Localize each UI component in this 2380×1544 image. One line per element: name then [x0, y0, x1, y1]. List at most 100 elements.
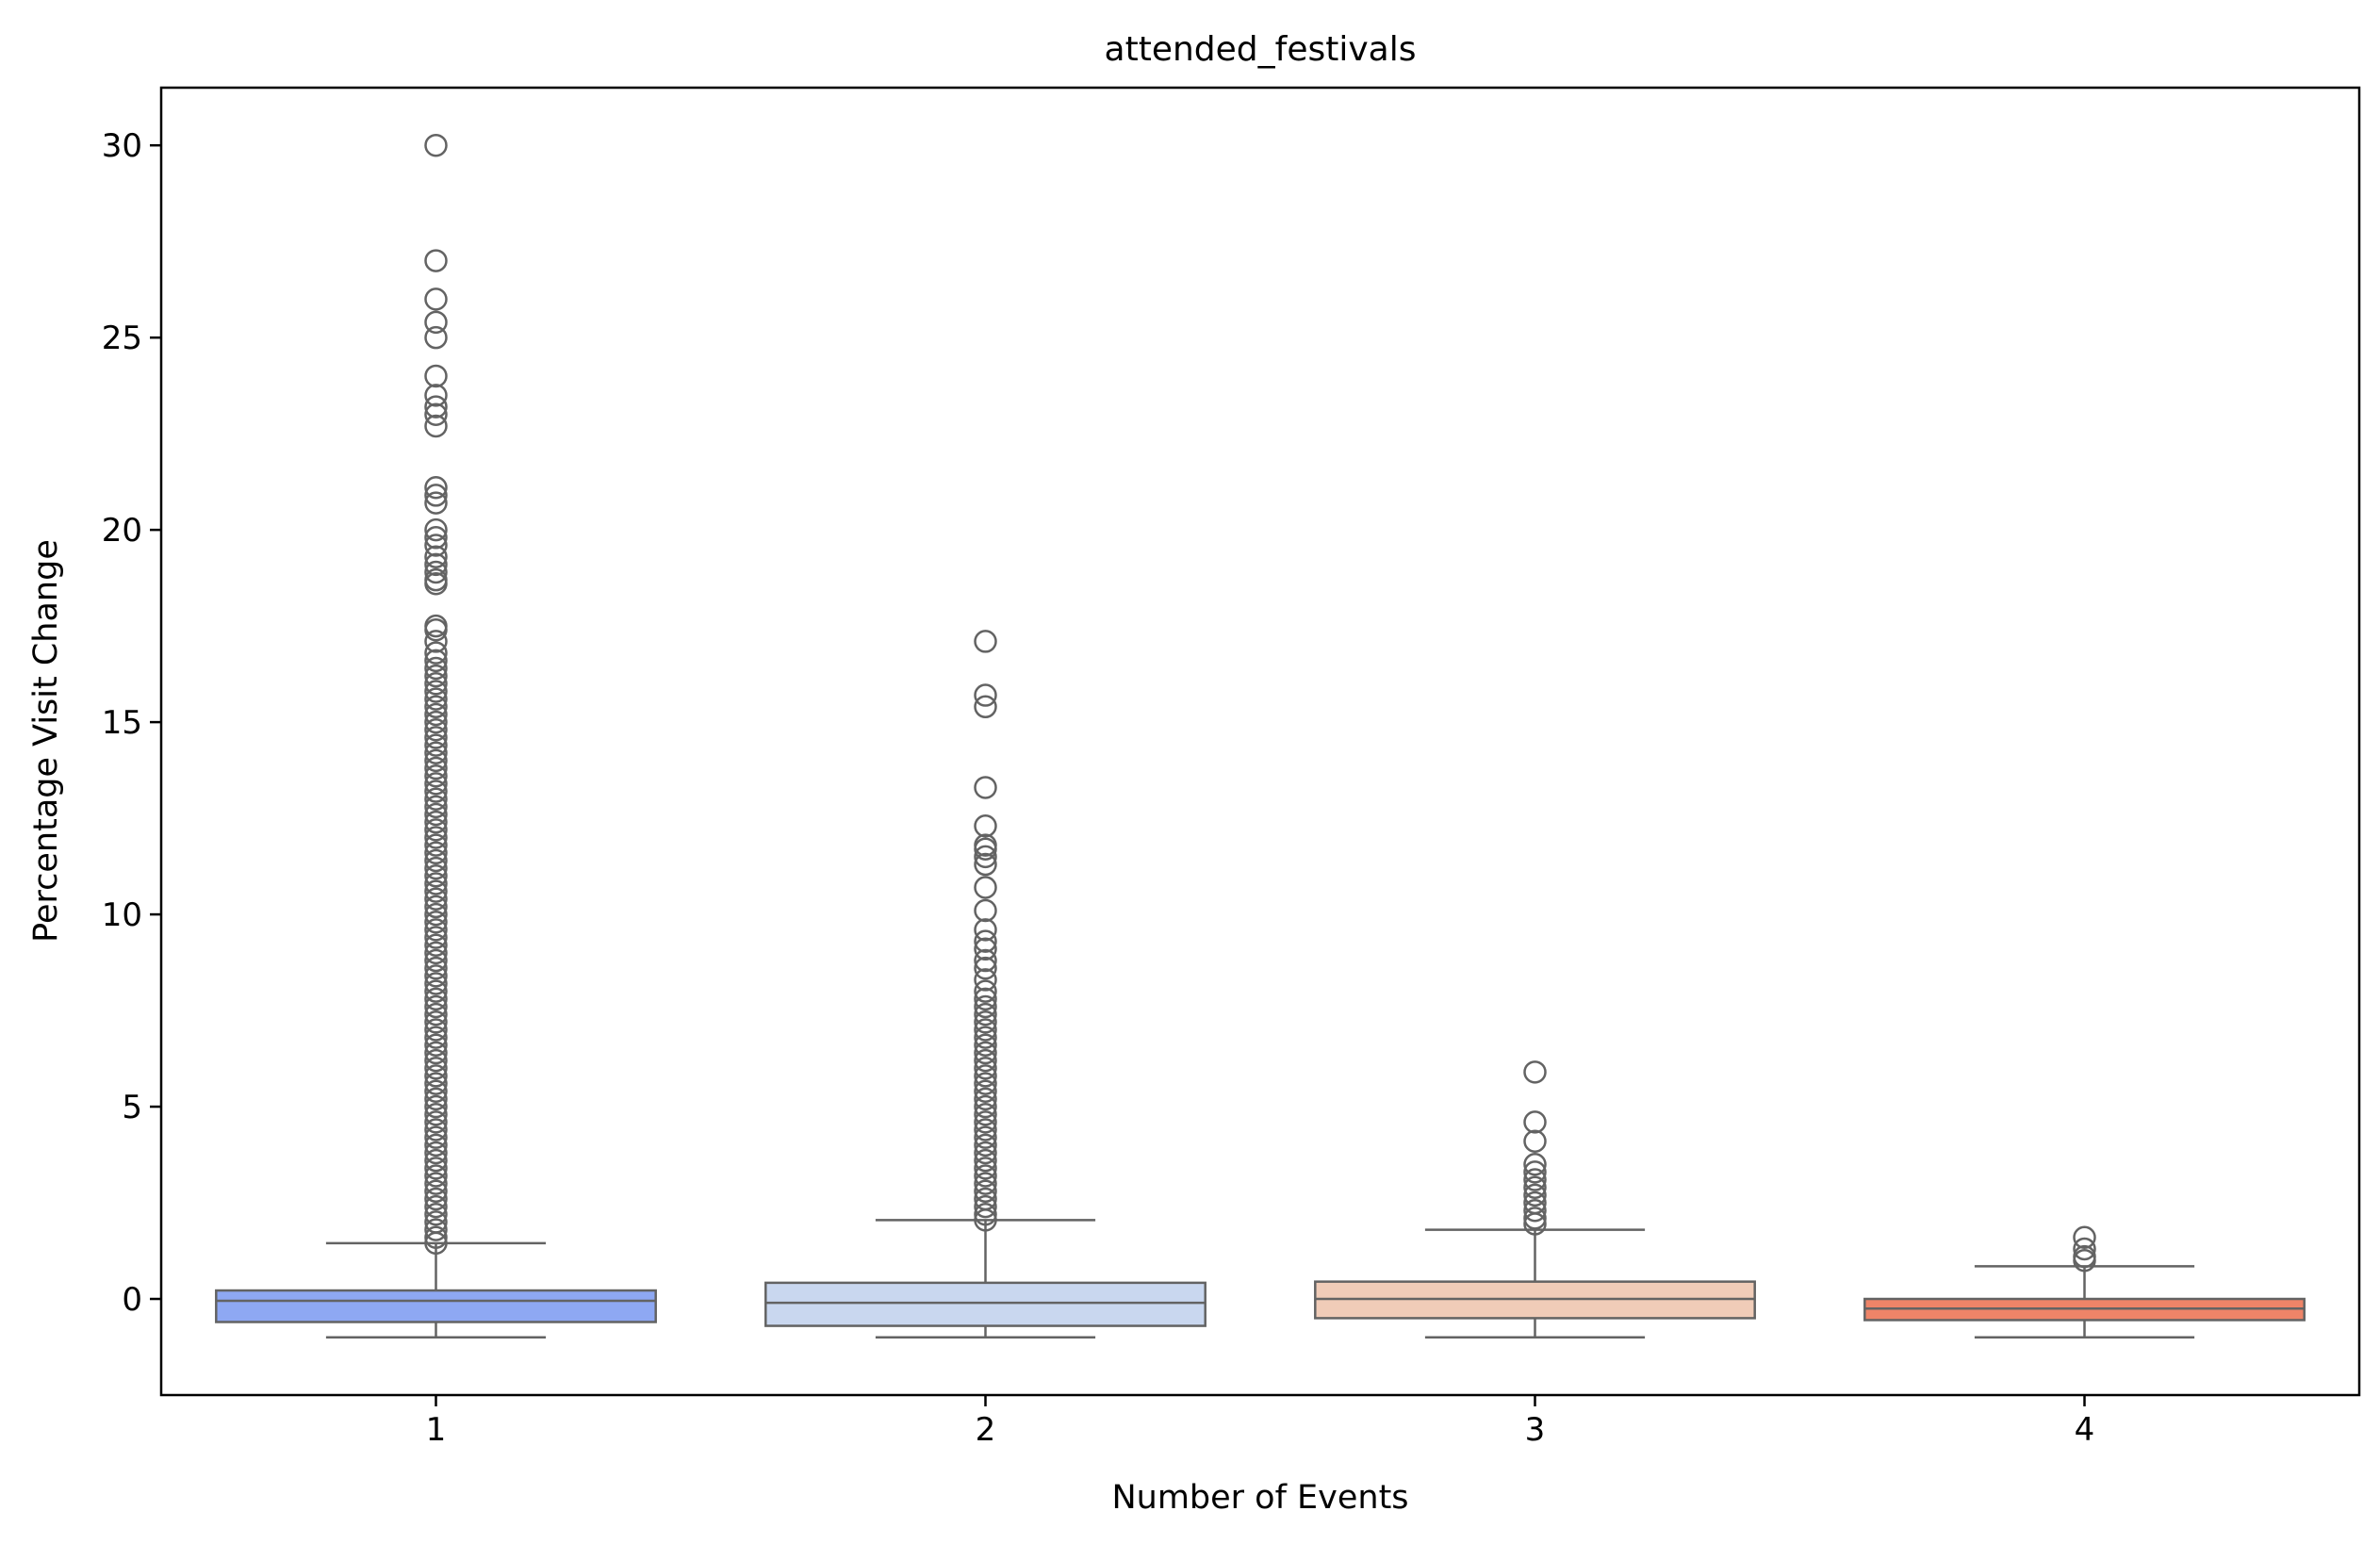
- outlier-point: [424, 133, 448, 157]
- outlier-point: [974, 918, 997, 942]
- outlier-point: [974, 1141, 997, 1165]
- outlier-point: [424, 1172, 448, 1195]
- outlier-point: [424, 617, 448, 642]
- outlier-point: [424, 1187, 448, 1211]
- outlier-point: [974, 852, 997, 877]
- outlier-point: [974, 776, 997, 799]
- plot-frame: [159, 86, 2361, 1397]
- outlier-point: [424, 526, 448, 550]
- outlier-point: [424, 864, 448, 888]
- outlier-point: [424, 476, 448, 500]
- outlier-point: [424, 1026, 448, 1049]
- outlier-point: [424, 1125, 448, 1149]
- outlier-point: [974, 1110, 997, 1134]
- outlier-point: [974, 1018, 997, 1042]
- outlier-point: [974, 683, 997, 707]
- outlier-point: [424, 534, 448, 557]
- outlier-point: [424, 484, 448, 507]
- outlier-point: [424, 680, 448, 703]
- outlier-point: [424, 1087, 448, 1111]
- outlier-point: [424, 1094, 448, 1119]
- outlier-point: [424, 733, 448, 757]
- x-tick-label: 4: [2075, 1411, 2095, 1449]
- outlier-point: [974, 1072, 997, 1095]
- outlier-point: [424, 910, 448, 934]
- outlier-point: [974, 1157, 997, 1180]
- outlier-point: [424, 1018, 448, 1042]
- outlier-point: [424, 571, 448, 596]
- outlier-point: [424, 841, 448, 865]
- outlier-point: [424, 1079, 448, 1103]
- x-tick-label: 2: [976, 1411, 996, 1449]
- outlier-point: [974, 845, 997, 869]
- outlier-point: [424, 695, 448, 719]
- outlier-point: [424, 818, 448, 842]
- outlier-point: [424, 1141, 448, 1165]
- outlier-point: [2073, 1225, 2096, 1249]
- box-iqr: [764, 1281, 1206, 1327]
- outlier-point: [974, 1064, 997, 1088]
- outlier-point: [974, 695, 997, 719]
- outlier-point: [974, 968, 997, 992]
- box-group-4: [1863, 1225, 2306, 1339]
- outlier-point: [424, 741, 448, 764]
- outlier-point: [424, 1072, 448, 1095]
- outlier-point: [974, 1172, 997, 1195]
- outlier-point: [1523, 1152, 1547, 1176]
- outlier-point: [1523, 1060, 1547, 1084]
- outlier-point: [424, 364, 448, 388]
- outlier-point: [424, 517, 448, 542]
- outlier-point: [424, 702, 448, 727]
- outlier-point: [424, 1102, 448, 1126]
- outlier-point: [424, 833, 448, 857]
- outlier-point: [424, 395, 448, 419]
- outlier-point: [974, 1026, 997, 1049]
- outlier-point: [424, 1057, 448, 1080]
- outlier-point: [424, 933, 448, 957]
- outlier-point: [974, 929, 997, 953]
- outlier-point: [974, 1033, 997, 1058]
- outlier-point: [424, 545, 448, 568]
- outlier-point: [424, 649, 448, 673]
- outlier-point: [974, 1208, 997, 1232]
- box-group-1: [215, 133, 657, 1339]
- outlier-point: [424, 718, 448, 742]
- outlier-point: [424, 402, 448, 426]
- y-tick-label: 20: [102, 512, 142, 550]
- outlier-point: [2073, 1237, 2096, 1261]
- outlier-point: [424, 764, 448, 788]
- outlier-point: [424, 414, 448, 438]
- outlier-point: [2073, 1248, 2096, 1273]
- outlier-point: [424, 780, 448, 803]
- outlier-point: [424, 941, 448, 965]
- x-tick-label: 1: [426, 1411, 447, 1449]
- outlier-point: [424, 1218, 448, 1241]
- y-tick-label: 30: [102, 127, 142, 165]
- outlier-point: [424, 795, 448, 819]
- box-group-2: [764, 630, 1206, 1339]
- outlier-point: [424, 1179, 448, 1204]
- outlier-point: [424, 1041, 448, 1065]
- outlier-point: [424, 887, 448, 912]
- outlier-point: [974, 956, 997, 980]
- outlier-point: [974, 1133, 997, 1158]
- outlier-point: [1523, 1198, 1547, 1223]
- outlier-point: [424, 552, 448, 577]
- outlier-point: [424, 726, 448, 749]
- x-axis-label: Number of Events: [1111, 1479, 1408, 1517]
- outlier-point: [424, 287, 448, 311]
- outlier-point: [974, 1010, 997, 1034]
- outlier-point: [424, 787, 448, 811]
- outlier-point: [974, 1048, 997, 1073]
- outlier-point: [974, 1041, 997, 1065]
- chart-title: attended_festivals: [1105, 30, 1417, 69]
- outlier-point: [1523, 1129, 1547, 1154]
- outlier-point: [424, 895, 448, 919]
- outlier-point: [424, 872, 448, 895]
- box-group-3: [1314, 1060, 1756, 1339]
- outlier-point: [424, 641, 448, 665]
- outlier-point: [424, 994, 448, 1019]
- outlier-point: [974, 1194, 997, 1219]
- outlier-point: [974, 1057, 997, 1080]
